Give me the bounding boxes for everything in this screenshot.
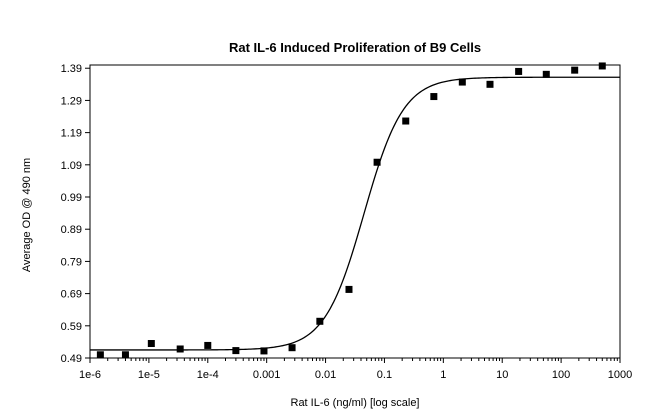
chart-title: Rat IL-6 Induced Proliferation of B9 Cel…	[229, 40, 481, 55]
data-point	[373, 158, 381, 166]
y-tick-label: 1.29	[61, 95, 82, 107]
data-point	[147, 340, 155, 348]
x-tick-label: 1e-6	[79, 369, 101, 381]
data-point	[288, 344, 296, 352]
data-point	[430, 93, 438, 101]
x-axis-label: Rat IL-6 (ng/ml) [log scale]	[291, 397, 420, 409]
y-tick-label: 0.49	[61, 353, 82, 365]
y-tick-label: 1.19	[61, 128, 82, 140]
data-point	[458, 78, 466, 86]
plot-frame	[89, 64, 621, 359]
data-point	[542, 70, 550, 78]
x-tick-label: 0.1	[377, 369, 392, 381]
data-point	[345, 285, 353, 293]
x-tick-label: 1	[440, 369, 446, 381]
y-tick-label: 0.79	[61, 256, 82, 268]
fit-curve	[90, 76, 620, 351]
y-tick-label: 0.99	[61, 192, 82, 204]
x-tick-label: 10	[496, 369, 508, 381]
data-point	[96, 351, 104, 359]
y-tick-label: 0.69	[61, 289, 82, 301]
y-tick-label: 1.39	[61, 63, 82, 75]
data-point	[232, 347, 240, 355]
data-point	[316, 317, 324, 325]
x-tick-label: 1e-5	[138, 369, 160, 381]
data-point	[598, 62, 606, 70]
plot-area: 1e-6 1e-5 1e-4 0.001 0.01 0.1 1 10 100 1000 0.49 0.…	[61, 62, 632, 381]
x-tick-label: 1000	[608, 369, 632, 381]
data-point	[571, 66, 579, 74]
y-tick-label: 1.09	[61, 160, 82, 172]
y-axis-label: Average OD @ 490 nm	[21, 158, 33, 272]
data-point	[176, 345, 184, 353]
x-tick-label: 0.01	[315, 369, 336, 381]
y-tick-label: 0.59	[61, 321, 82, 333]
x-tick-label: 100	[552, 369, 570, 381]
data-point	[515, 67, 523, 75]
data-point	[402, 117, 410, 125]
data-point	[486, 80, 494, 88]
data-point	[204, 341, 212, 349]
y-tick-label: 0.89	[61, 224, 82, 236]
x-tick-label: 1e-4	[197, 369, 219, 381]
data-point	[260, 347, 268, 355]
data-point	[121, 351, 129, 359]
x-tick-label: 0.001	[253, 369, 281, 381]
